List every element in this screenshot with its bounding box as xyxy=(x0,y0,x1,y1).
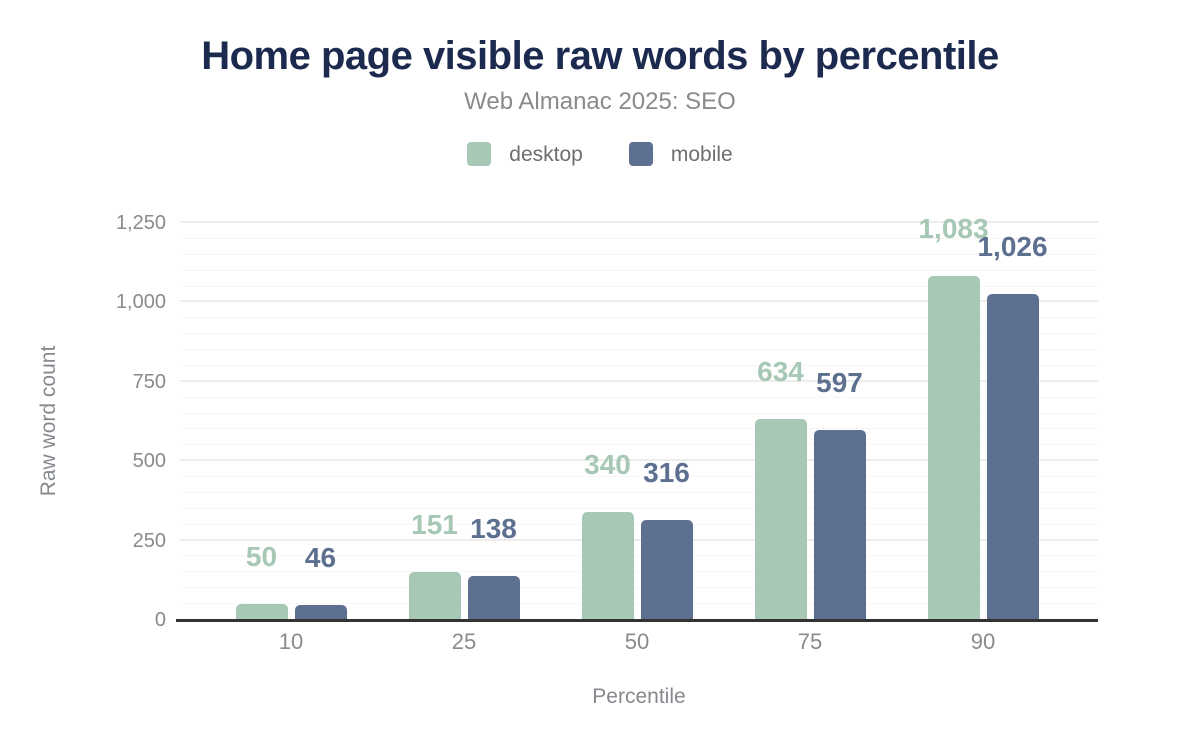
x-tick-label-10: 10 xyxy=(278,629,304,654)
major-gridline xyxy=(180,300,1098,303)
legend-label-mobile: mobile xyxy=(670,142,733,166)
minor-gridline xyxy=(180,237,1098,239)
chart-title: Home page visible raw words by percentil… xyxy=(201,34,999,78)
legend-swatch-desktop xyxy=(467,142,492,166)
minor-gridline xyxy=(180,285,1098,287)
chart-subtitle: Web Almanac 2025: SEO xyxy=(464,88,736,115)
value-label-desktop-p75: 634 xyxy=(757,355,804,387)
value-label-mobile-p75: 597 xyxy=(816,367,863,399)
x-tick-label-75: 75 xyxy=(797,629,823,654)
x-tick-label-90: 90 xyxy=(970,629,996,654)
x-tick-label-50: 50 xyxy=(624,629,650,654)
value-label-desktop-p25: 151 xyxy=(411,509,458,541)
legend-item-desktop[interactable]: desktop xyxy=(467,142,583,166)
minor-gridline xyxy=(180,396,1098,398)
minor-gridline xyxy=(180,412,1098,414)
bar-desktop-p75[interactable] xyxy=(754,418,807,620)
y-tick-label-500: 500 xyxy=(132,450,166,473)
minor-gridline xyxy=(180,507,1098,509)
bar-desktop-p50[interactable] xyxy=(581,512,634,620)
y-tick-label-1000: 1,000 xyxy=(115,291,166,314)
minor-gridline xyxy=(180,253,1098,255)
major-gridline xyxy=(180,459,1098,462)
y-tick-label-0: 0 xyxy=(154,609,166,631)
legend: desktop mobile xyxy=(0,142,1200,166)
y-axis-title: Raw word count xyxy=(37,345,60,497)
bar-desktop-p90[interactable] xyxy=(927,276,980,620)
value-label-mobile-p50: 316 xyxy=(643,456,690,488)
bar-mobile-p25[interactable] xyxy=(467,576,520,620)
bar-desktop-p10[interactable] xyxy=(235,604,288,620)
bar-mobile-p90[interactable] xyxy=(986,294,1039,620)
bar-mobile-p10[interactable] xyxy=(294,605,347,620)
bar-mobile-p75[interactable] xyxy=(813,430,866,620)
legend-swatch-mobile xyxy=(628,142,653,166)
minor-gridline xyxy=(180,349,1098,351)
minor-gridline xyxy=(180,428,1098,430)
legend-label-desktop: desktop xyxy=(509,142,583,166)
y-tick-label-750: 750 xyxy=(132,370,166,393)
value-label-desktop-p10: 50 xyxy=(245,541,278,573)
minor-gridline xyxy=(180,587,1098,589)
value-label-mobile-p25: 138 xyxy=(470,513,517,545)
minor-gridline xyxy=(180,603,1098,605)
value-label-mobile-p90: 1,026 xyxy=(977,231,1048,263)
x-axis-baseline xyxy=(176,619,1098,622)
major-gridline xyxy=(180,379,1098,382)
minor-gridline xyxy=(180,317,1098,319)
minor-gridline xyxy=(180,555,1098,557)
x-axis-title: Percentile xyxy=(592,685,686,708)
minor-gridline xyxy=(180,523,1098,525)
plot-area: 50 151 340 634 1,083 46 138 316 597 1,026 xyxy=(176,215,1098,622)
y-tick-label-1250: 1,250 xyxy=(115,212,166,234)
y-tick-label-250: 250 xyxy=(132,529,166,552)
minor-gridline xyxy=(180,364,1098,366)
minor-gridline xyxy=(180,444,1098,446)
value-label-desktop-p90: 1,083 xyxy=(918,213,989,245)
minor-gridline xyxy=(180,571,1098,573)
value-label-mobile-p10: 46 xyxy=(304,542,337,574)
bar-desktop-p25[interactable] xyxy=(408,572,461,620)
bar-mobile-p50[interactable] xyxy=(640,519,693,620)
minor-gridline xyxy=(180,333,1098,335)
minor-gridline xyxy=(180,269,1098,271)
value-label-desktop-p50: 340 xyxy=(584,449,631,481)
legend-item-mobile[interactable]: mobile xyxy=(628,142,733,166)
x-tick-label-25: 25 xyxy=(451,629,477,654)
minor-gridline xyxy=(180,491,1098,493)
major-gridline xyxy=(180,538,1098,541)
minor-gridline xyxy=(180,476,1098,478)
major-gridline xyxy=(180,221,1098,223)
